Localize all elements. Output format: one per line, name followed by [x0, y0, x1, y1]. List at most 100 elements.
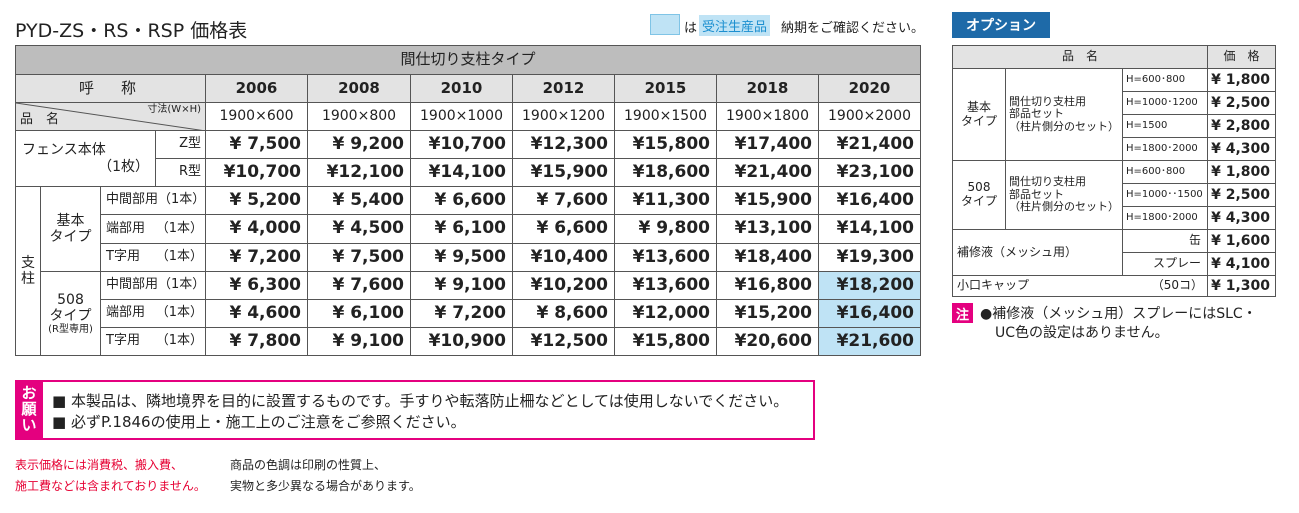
- option-price-text: ¥ 4,300: [1211, 209, 1270, 226]
- code-header: 2020: [818, 74, 921, 103]
- count-text: （1本）: [155, 333, 203, 349]
- request-label-text: い: [21, 415, 37, 434]
- price-cell: ¥21,400: [818, 130, 921, 159]
- price-cell: ¥15,200: [716, 299, 819, 328]
- price-text: ¥12,100: [326, 161, 404, 182]
- repair-size: スプレー: [1122, 252, 1208, 276]
- price-cell: ¥10,700: [410, 130, 513, 159]
- repair-label: 補修液（メッシュ用）: [952, 229, 1123, 276]
- diagonal: [16, 103, 206, 131]
- price-cell: ¥16,400: [818, 186, 921, 215]
- code-text: 2008: [338, 78, 380, 97]
- part-text: 中間部用: [106, 192, 159, 208]
- option-group-label: 508 タイプ: [952, 160, 1006, 230]
- size-text: 1900×1500: [624, 108, 707, 125]
- price-text: ¥ 6,100: [332, 302, 404, 323]
- price-text: ¥18,200: [836, 274, 914, 295]
- price-cell: ¥ 6,100: [307, 299, 411, 328]
- option-price-text: ¥ 2,800: [1211, 117, 1270, 134]
- option-group-text: 基本: [966, 99, 991, 114]
- legend-note: 納期をご確認ください。: [781, 21, 925, 36]
- repair-size-text: 缶: [1188, 233, 1201, 248]
- caption-text: 間仕切り支柱タイプ: [400, 50, 536, 69]
- price-cell: ¥ 7,800: [205, 327, 308, 356]
- price-cell: ¥ 7,500: [205, 130, 308, 159]
- price-cell: ¥ 9,800: [614, 214, 717, 244]
- repair-label-text: 補修液（メッシュ用）: [957, 244, 1078, 259]
- price-text: ¥10,700: [223, 161, 301, 182]
- diagonal-line: [16, 103, 206, 131]
- price-text: ¥ 6,600: [536, 218, 608, 239]
- price-cell: ¥ 4,000: [205, 214, 308, 244]
- price-text: ¥10,900: [428, 330, 506, 351]
- price-text: ¥16,400: [836, 189, 914, 210]
- options-tab-text: オプション: [966, 18, 1036, 34]
- price-text: ¥15,800: [632, 330, 710, 351]
- request-label: お願い: [15, 380, 43, 440]
- part-cell: 中間部用 （1本）: [100, 186, 206, 215]
- price-cell: ¥14,100: [818, 214, 921, 244]
- price-cell: ¥13,600: [614, 271, 717, 300]
- post-label-text: 支: [21, 254, 35, 271]
- request-item: ■ 必ずP.1846の使用上・施工上のご注意をご参照ください。: [52, 413, 466, 431]
- group-label: 基本 タイプ: [40, 186, 101, 272]
- option-item-text: 間仕切り支柱用: [1009, 175, 1086, 189]
- option-group-text: 508: [967, 180, 991, 195]
- option-price: ¥ 2,500: [1207, 183, 1276, 207]
- price-cell: ¥12,500: [512, 327, 615, 356]
- part-text: 端部用: [106, 305, 146, 321]
- price-cell: ¥ 9,100: [307, 327, 411, 356]
- code-text: 2015: [644, 78, 687, 97]
- post-label: 支柱: [15, 186, 41, 356]
- code-text: 2012: [542, 78, 585, 97]
- price-cell: ¥ 7,500: [307, 243, 411, 272]
- item-header: 品 名 寸法(W×H): [15, 102, 206, 131]
- part-cell: T字用 （1本）: [100, 243, 206, 272]
- price-cell: ¥ 4,600: [205, 299, 308, 328]
- option-size: H=1800･2000: [1122, 206, 1208, 230]
- option-price: ¥ 1,600: [1207, 229, 1276, 253]
- price-text: ¥15,200: [734, 302, 812, 323]
- group-label-text: 基本: [56, 212, 85, 229]
- legend-text: は: [684, 21, 698, 36]
- option-size: H=600･800: [1122, 68, 1208, 92]
- price-text: ¥ 4,500: [332, 218, 404, 239]
- code-text: 2020: [848, 78, 891, 97]
- price-text: ¥16,400: [836, 302, 914, 323]
- price-cell: ¥21,400: [716, 158, 819, 187]
- price-text: ¥21,400: [836, 133, 914, 154]
- variant-text: R型: [178, 164, 201, 180]
- size-cell: 1900×600: [205, 102, 308, 131]
- price-text: ¥ 9,100: [332, 330, 404, 351]
- option-price: ¥ 2,500: [1207, 91, 1276, 115]
- price-text: ¥23,100: [836, 161, 914, 182]
- variant-cell: Z型: [155, 130, 206, 159]
- price-text: ¥10,400: [530, 246, 608, 267]
- size-cell: 1900×1200: [512, 102, 615, 131]
- options-tab: オプション: [952, 12, 1050, 38]
- cap-label-text: 小口キャップ: [957, 278, 1030, 293]
- option-price-text: ¥ 4,100: [1211, 255, 1270, 272]
- option-item: 間仕切り支柱用 部品セット （柱片側分のセット）: [1005, 160, 1123, 230]
- option-group-text: タイプ: [960, 194, 997, 208]
- price-text: ¥ 7,500: [229, 133, 301, 154]
- header-text: 品 名: [1061, 49, 1098, 64]
- color-note: 商品の色調は印刷の性質上、: [230, 458, 387, 472]
- option-size-text: H=1800･2000: [1126, 212, 1198, 224]
- note-mark-text: 注: [955, 307, 969, 323]
- code-header: 2008: [307, 74, 411, 103]
- price-cell: ¥18,600: [614, 158, 717, 187]
- price-text: ¥21,600: [836, 330, 914, 351]
- option-price-text: ¥ 1,300: [1211, 277, 1270, 294]
- price-cell: ¥20,600: [716, 327, 819, 356]
- option-item-text: （柱片側分のセット）: [1009, 119, 1119, 133]
- part-cell: 端部用 （1本）: [100, 299, 206, 328]
- group-label-text: 508: [57, 291, 84, 308]
- price-cell: ¥12,000: [614, 299, 717, 328]
- variant-text: Z型: [179, 136, 201, 152]
- request-item: ■ 本製品は、隣地境界を目的に設置するものです。手すりや転落防止柵などとしては使…: [52, 392, 789, 410]
- option-price: ¥ 1,800: [1207, 68, 1276, 92]
- price-text: ¥18,400: [734, 246, 812, 267]
- option-size: H=1000･1200: [1122, 91, 1208, 115]
- price-cell: ¥14,100: [410, 158, 513, 187]
